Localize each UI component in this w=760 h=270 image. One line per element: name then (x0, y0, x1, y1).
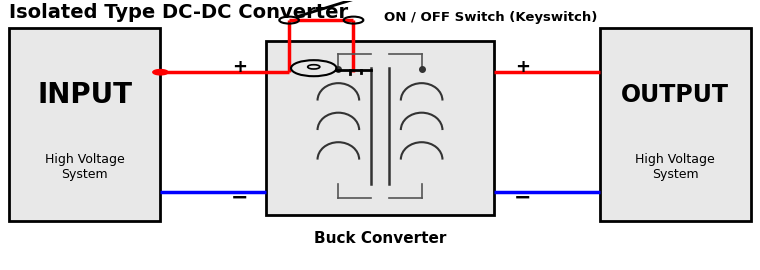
FancyBboxPatch shape (9, 28, 160, 221)
Text: Isolated Type DC-DC Converter: Isolated Type DC-DC Converter (9, 3, 348, 22)
Text: INPUT: INPUT (37, 82, 132, 109)
Text: OUTPUT: OUTPUT (622, 83, 730, 107)
Text: −: − (514, 188, 531, 208)
FancyBboxPatch shape (600, 28, 751, 221)
FancyBboxPatch shape (267, 42, 493, 215)
Text: −: − (231, 188, 249, 208)
Text: Buck Converter: Buck Converter (314, 231, 446, 246)
Text: +: + (233, 58, 248, 76)
Text: High Voltage
System: High Voltage System (45, 153, 125, 181)
Text: +: + (515, 58, 530, 76)
Circle shape (153, 70, 168, 75)
Text: High Voltage
System: High Voltage System (635, 153, 715, 181)
Text: ON / OFF Switch (Keyswitch): ON / OFF Switch (Keyswitch) (384, 11, 597, 24)
